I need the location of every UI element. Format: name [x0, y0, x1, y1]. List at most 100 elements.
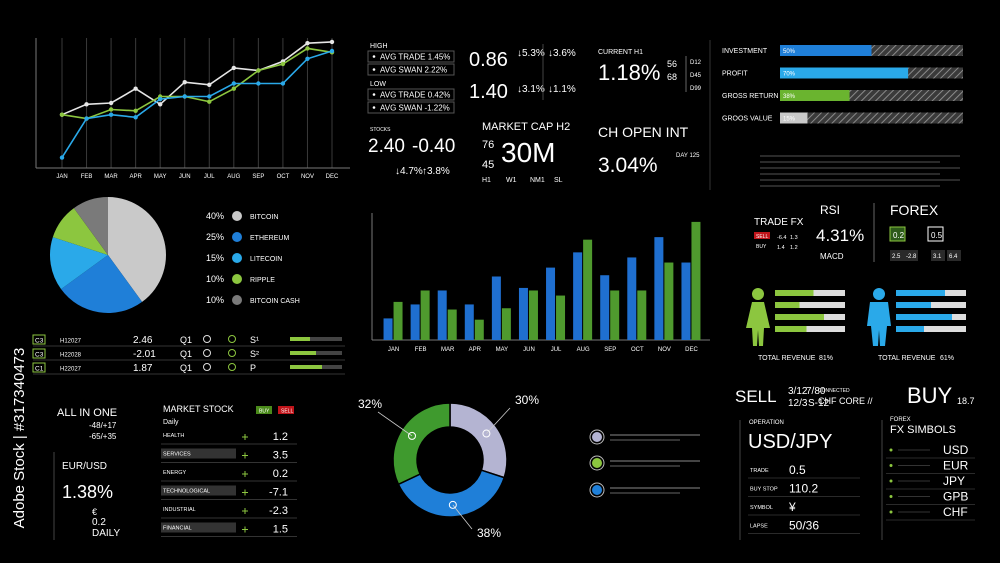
label: TRADE FX [754, 217, 804, 228]
label: C3 [35, 338, 44, 345]
label: C3 [35, 352, 44, 359]
legend-dot [232, 211, 242, 221]
label: 30M [501, 137, 555, 168]
label: D99 [690, 86, 702, 92]
point [157, 96, 163, 102]
label: 2.46 [133, 335, 153, 346]
bar [637, 290, 647, 340]
bar [691, 221, 701, 340]
point [329, 39, 335, 45]
status-ring [228, 335, 236, 343]
label: LOW [370, 81, 386, 88]
label: C1 [35, 366, 44, 373]
label: FX SIMBOLS [890, 424, 956, 436]
label: 1.18% [598, 60, 660, 85]
label: ↓5.3% [517, 48, 545, 59]
x-tick-label: NOV [658, 347, 671, 353]
label: W1 [506, 177, 517, 184]
status-ring [228, 363, 236, 371]
x-tick-label: JUN [523, 347, 535, 353]
label: FINANCIAL [163, 526, 192, 532]
bar [447, 309, 457, 340]
label: BUY [756, 244, 767, 250]
point [231, 65, 237, 71]
label: 18.7 [957, 396, 975, 406]
point [182, 80, 187, 85]
legend-dot [232, 253, 242, 263]
bar [780, 112, 808, 124]
label: -7.1 [269, 487, 288, 499]
point [305, 56, 310, 61]
label: EUR/USD [62, 461, 107, 472]
bar-value: 15% [783, 117, 796, 123]
bullet [889, 510, 893, 514]
bullet [372, 55, 376, 58]
label: 3.04% [598, 154, 658, 177]
label: 61% [940, 355, 954, 362]
label: S² [250, 349, 259, 359]
pie-slice [49, 237, 108, 290]
label: CONNECTED [818, 388, 850, 394]
value-box [947, 250, 961, 261]
x-tick-label: SEP [252, 174, 264, 180]
forex-box [889, 226, 906, 242]
bar [420, 290, 430, 340]
legend-dot [592, 485, 602, 495]
x-tick-label: APR [469, 347, 482, 353]
mini-track [896, 326, 966, 332]
point [231, 86, 237, 91]
label: RSI [820, 203, 840, 217]
label: AVG SWAN 2.22% [380, 66, 447, 75]
connector [486, 407, 511, 434]
label: H22028 [60, 353, 82, 359]
buy-button [256, 406, 272, 414]
bar [437, 290, 447, 340]
mini-fill [775, 290, 814, 296]
x-tick-label: JUN [179, 174, 191, 180]
mini-fill [896, 314, 952, 320]
bar-value: 50% [783, 49, 796, 55]
x-tick-label: FEB [81, 174, 93, 180]
label: BUY [907, 383, 953, 408]
bar [518, 287, 528, 340]
x-tick-label: AUG [227, 174, 240, 180]
row-box [367, 88, 455, 101]
point [59, 155, 65, 160]
label: SELL [281, 409, 293, 415]
label: 1.40 [469, 81, 508, 103]
bar [610, 290, 620, 340]
point [133, 115, 138, 120]
bar [780, 45, 872, 56]
legend-dot [592, 432, 602, 442]
label: Q1 [180, 349, 192, 359]
label: Q1 [180, 335, 192, 345]
x-tick-label: JUL [551, 347, 562, 353]
pie-slice [52, 208, 108, 255]
label: LAPSE [750, 524, 768, 530]
label: GPB [943, 490, 968, 504]
point [329, 48, 335, 54]
status-ring [203, 349, 211, 357]
bar [474, 319, 484, 340]
plus [242, 489, 248, 496]
value-box [931, 250, 945, 261]
point [207, 82, 212, 88]
label: 56 [667, 59, 677, 69]
label: TECHNOLOGICAL [163, 489, 210, 495]
point [231, 81, 237, 86]
point [157, 102, 163, 107]
mini-bar [290, 337, 342, 341]
label: EUR [943, 459, 969, 473]
bar-label: PROFIT [722, 71, 748, 78]
label: ↑3.8% [422, 166, 450, 177]
label: TRADE [750, 468, 769, 474]
bar-track [780, 112, 963, 124]
label: 1.4 [777, 245, 785, 251]
bar [664, 262, 674, 340]
label: BUY [259, 409, 270, 415]
point [305, 46, 310, 51]
label: 0.86 [469, 49, 508, 71]
label: D45 [690, 73, 702, 79]
mini-fill [896, 302, 931, 308]
